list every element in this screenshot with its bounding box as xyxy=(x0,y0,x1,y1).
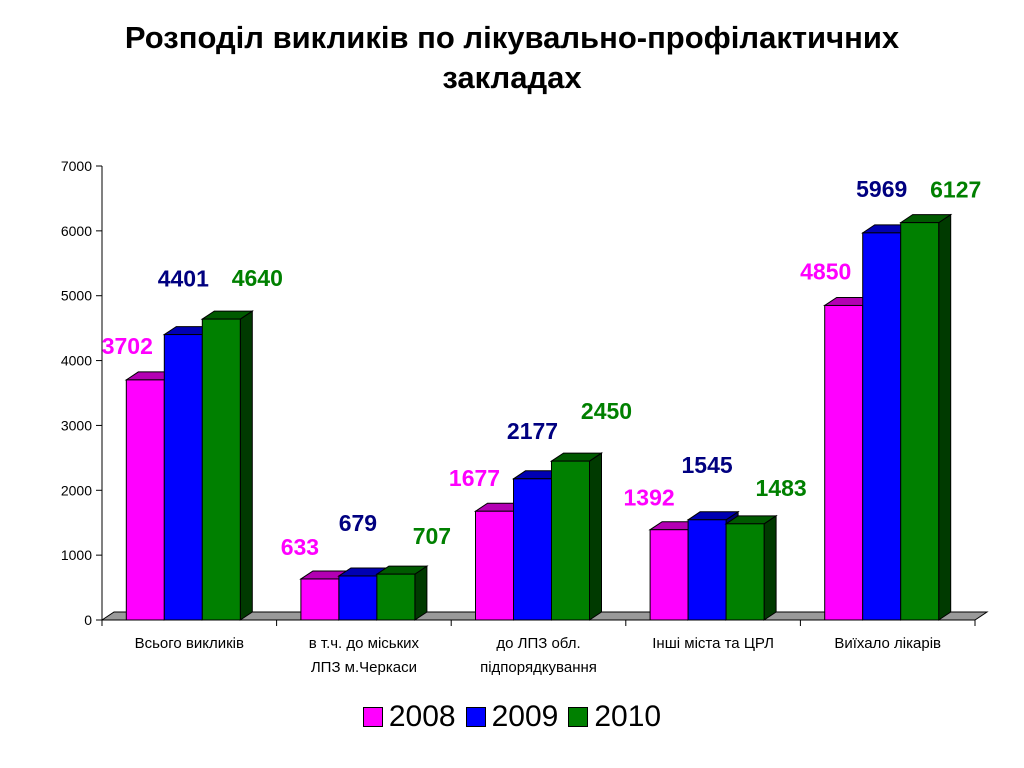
data-label-2009-5: 5969 xyxy=(856,176,907,202)
y-tick-label: 4000 xyxy=(61,353,92,369)
data-label-2009-4: 1545 xyxy=(682,452,733,478)
y-tick-label: 7000 xyxy=(61,158,92,174)
legend-item-2009: 2009 xyxy=(465,700,559,734)
x-category-label: до ЛПЗ обл. xyxy=(496,635,580,652)
bar-front xyxy=(201,318,241,621)
bar-front xyxy=(125,379,165,621)
x-category-label: Інші міста та ЦРЛ xyxy=(652,635,774,652)
legend-swatch-2009 xyxy=(465,707,486,727)
data-label-2008-1: 3702 xyxy=(102,333,153,359)
data-label-2010-5: 6127 xyxy=(930,177,981,203)
bar-front xyxy=(475,510,514,621)
legend-label-2010: 2010 xyxy=(594,700,662,733)
data-label-2009-2: 679 xyxy=(339,510,377,536)
y-tick-label: 6000 xyxy=(61,223,92,239)
legend-label-2008: 2008 xyxy=(388,700,456,733)
legend-label-2009: 2009 xyxy=(491,700,559,733)
y-tick-label: 0 xyxy=(84,612,92,628)
bar-2010-1 xyxy=(200,310,254,621)
chart-legend: 2008 2009 2010 xyxy=(0,700,1024,734)
bar-2010-5 xyxy=(899,213,953,621)
data-label-2008-5: 4850 xyxy=(800,258,851,284)
x-category-label: в т.ч. до міських xyxy=(309,635,420,652)
y-tick-label: 3000 xyxy=(61,417,92,433)
x-category-label: підпорядкування xyxy=(480,659,597,676)
data-label-2008-4: 1392 xyxy=(624,485,675,511)
bar-front xyxy=(725,523,765,621)
chart-title-line-2: закладах xyxy=(442,60,582,95)
bar-front xyxy=(687,519,727,621)
bar-chart: 0 1000 2000 3000 4000 5000 6000 7000 Всього викл… xyxy=(61,158,989,676)
bar-side xyxy=(239,310,253,621)
bar-side xyxy=(938,213,952,621)
bar-front xyxy=(824,304,864,621)
data-label-2009-3: 2177 xyxy=(507,418,558,444)
bar-front xyxy=(376,573,416,621)
chart-title: Розподіл викликів по лікувально-профілак… xyxy=(0,18,1024,98)
bar-front xyxy=(900,222,940,621)
data-label-2008-2: 633 xyxy=(281,534,319,560)
legend-item-2010: 2010 xyxy=(568,700,661,734)
y-tick-label: 1000 xyxy=(61,547,92,563)
bar-2010-4 xyxy=(724,514,778,621)
bar-side xyxy=(763,514,777,621)
bar-2010-3 xyxy=(549,452,604,621)
bar-front xyxy=(300,578,340,621)
legend-swatch-2008 xyxy=(362,707,383,727)
x-category-label: ЛПЗ м.Черкаси xyxy=(311,659,417,676)
bar-front xyxy=(862,232,902,621)
data-label-2010-1: 4640 xyxy=(232,265,283,291)
bar-front xyxy=(163,334,203,621)
data-label-2008-3: 1677 xyxy=(449,465,500,491)
data-label-2010-3: 2450 xyxy=(581,398,632,424)
y-tick-label: 5000 xyxy=(61,288,92,304)
bar-2010-2 xyxy=(375,565,429,621)
data-label-2009-1: 4401 xyxy=(158,266,209,292)
x-category-label: Всього викликів xyxy=(135,635,244,652)
bar-front xyxy=(649,529,689,621)
data-label-2010-2: 707 xyxy=(413,523,451,549)
y-tick-label: 2000 xyxy=(61,482,92,498)
chart-title-line-1: Розподіл викликів по лікувально-профілак… xyxy=(124,20,900,55)
bar-front xyxy=(338,575,378,621)
bar-side xyxy=(414,565,428,621)
legend-swatch-2010 xyxy=(568,707,589,727)
x-category-label: Виїхало лікарів xyxy=(834,635,941,652)
bar-front xyxy=(513,478,552,621)
legend-item-2008: 2008 xyxy=(362,700,456,734)
bar-side xyxy=(589,452,602,621)
bar-front xyxy=(551,460,590,621)
data-label-2010-4: 1483 xyxy=(756,475,807,501)
